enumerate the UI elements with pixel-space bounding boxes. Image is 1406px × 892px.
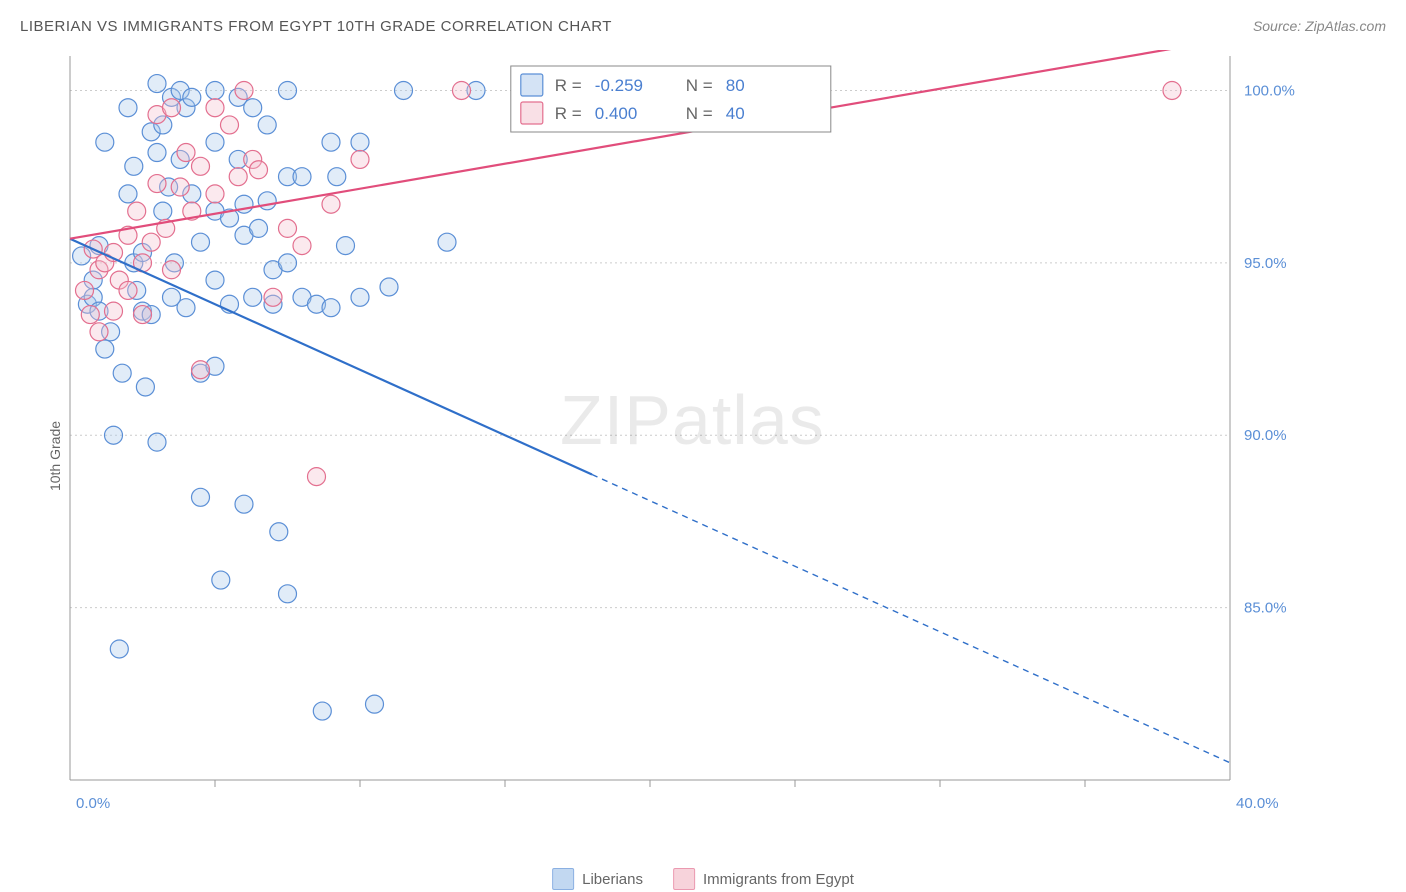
svg-text:R =: R = — [555, 76, 582, 95]
bottom-legend: Liberians Immigrants from Egypt — [552, 868, 854, 890]
svg-text:-0.259: -0.259 — [595, 76, 643, 95]
legend-item: Immigrants from Egypt — [673, 868, 854, 890]
svg-text:40.0%: 40.0% — [1236, 795, 1279, 812]
svg-text:90.0%: 90.0% — [1244, 427, 1287, 444]
svg-text:95.0%: 95.0% — [1244, 255, 1287, 272]
svg-text:N =: N = — [686, 76, 713, 95]
svg-text:40: 40 — [726, 104, 745, 123]
legend-label: Immigrants from Egypt — [703, 871, 854, 888]
legend-swatch — [673, 868, 695, 890]
chart-title: LIBERIAN VS IMMIGRANTS FROM EGYPT 10TH G… — [20, 18, 612, 35]
svg-text:80: 80 — [726, 76, 745, 95]
svg-text:N =: N = — [686, 104, 713, 123]
legend-item: Liberians — [552, 868, 643, 890]
scatter-plot: 85.0% 90.0% 95.0% 100.0% 0.0% 40.0% R = -0.259 N… — [60, 50, 1320, 820]
legend-swatch — [552, 868, 574, 890]
svg-text:0.0%: 0.0% — [76, 795, 110, 812]
legend-label: Liberians — [582, 871, 643, 888]
svg-text:0.400: 0.400 — [595, 104, 638, 123]
svg-text:R =: R = — [555, 104, 582, 123]
svg-text:100.0%: 100.0% — [1244, 82, 1295, 99]
source-label: Source: ZipAtlas.com — [1253, 18, 1386, 34]
svg-text:85.0%: 85.0% — [1244, 600, 1287, 617]
chart-container: 10th Grade 85.0%90.0%95.0%100.0%0.0%40.0… — [20, 50, 1386, 862]
